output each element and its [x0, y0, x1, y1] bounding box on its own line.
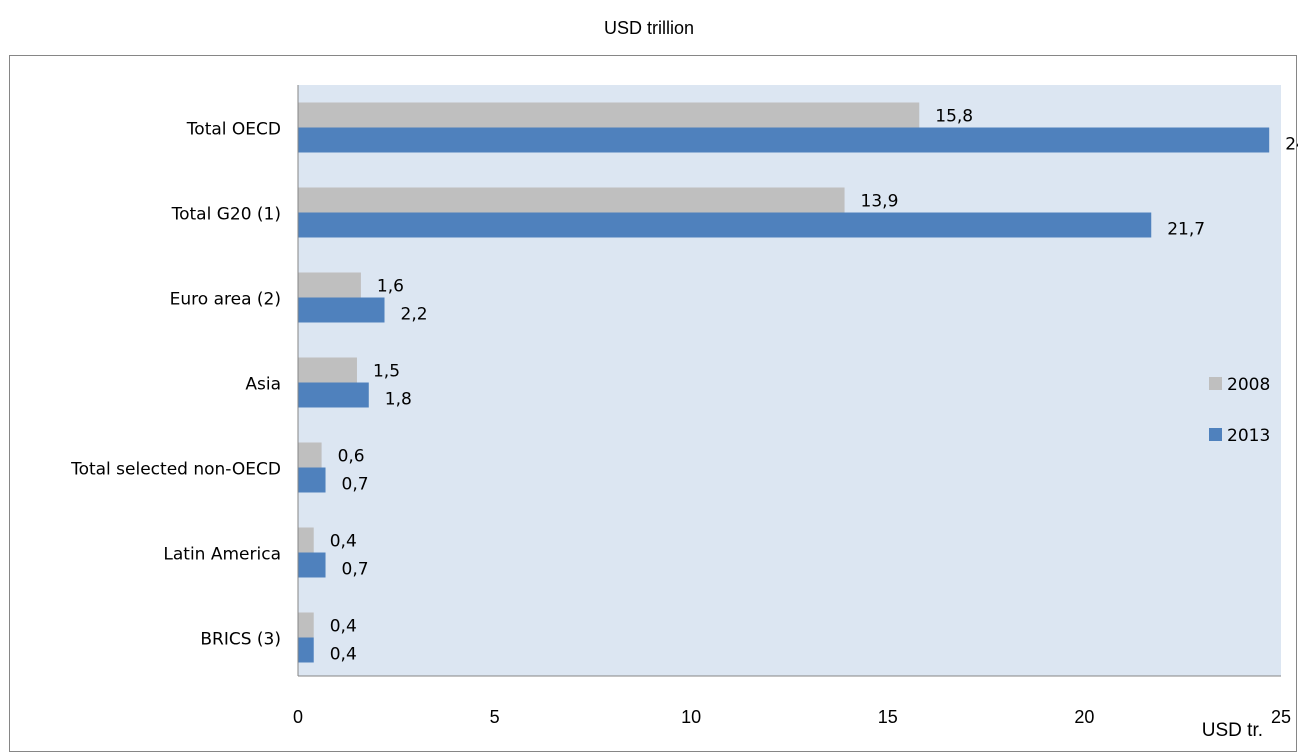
value-label-2013: 21,7 — [1167, 220, 1205, 240]
plot-area — [298, 85, 1281, 676]
x-tick-label: 5 — [490, 707, 500, 727]
x-tick-label: 20 — [1074, 707, 1094, 727]
x-tick-label: 25 — [1271, 707, 1291, 727]
value-label-2008: 1,5 — [373, 362, 400, 382]
x-tick-label: 10 — [681, 707, 701, 727]
value-label-2008: 15,8 — [935, 107, 973, 127]
value-label-2013: 0,4 — [330, 645, 357, 665]
bar-2013 — [298, 382, 369, 408]
legend-swatch-2013 — [1209, 428, 1222, 441]
bar-2013 — [298, 637, 314, 663]
bar-2013 — [298, 467, 326, 493]
value-label-2013: 0,7 — [342, 560, 369, 580]
category-label: Total selected non-OECD — [70, 460, 281, 480]
bar-2008 — [298, 187, 845, 213]
bar-2013 — [298, 297, 385, 323]
category-label: Latin America — [163, 545, 281, 565]
value-label-2013: 1,8 — [385, 390, 412, 410]
legend-label-2013: 2013 — [1227, 426, 1270, 446]
bar-2008 — [298, 272, 361, 298]
value-label-2008: 13,9 — [861, 192, 899, 212]
legend-swatch-2008 — [1209, 377, 1222, 390]
chart-frame — [9, 55, 1297, 752]
category-label: Euro area (2) — [170, 290, 281, 310]
bar-2008 — [298, 527, 314, 553]
category-label: Asia — [245, 375, 281, 395]
value-label-2013: 0,7 — [342, 475, 369, 495]
value-label-2013: 2,2 — [401, 305, 428, 325]
bar-2008 — [298, 442, 322, 468]
value-label-2013: 24,7 — [1285, 135, 1298, 155]
bar-2013 — [298, 127, 1270, 153]
value-label-2008: 0,4 — [330, 532, 357, 552]
legend-label-2008: 2008 — [1227, 375, 1270, 395]
bar-2013 — [298, 212, 1152, 238]
bar-2013 — [298, 552, 326, 578]
x-tick-label: 0 — [293, 707, 303, 727]
chart-title: USD trillion — [603, 18, 695, 38]
category-label: Total OECD — [186, 120, 281, 140]
bar-2008 — [298, 102, 920, 128]
x-axis-unit-label: USD tr. — [1202, 720, 1263, 741]
x-tick-label: 15 — [878, 707, 898, 727]
value-label-2008: 0,6 — [338, 447, 365, 467]
value-label-2008: 1,6 — [377, 277, 404, 297]
category-label: Total G20 (1) — [171, 205, 281, 225]
category-label: BRICS (3) — [200, 630, 281, 650]
value-label-2008: 0,4 — [330, 617, 357, 637]
bar-2008 — [298, 612, 314, 638]
bar-2008 — [298, 357, 357, 383]
